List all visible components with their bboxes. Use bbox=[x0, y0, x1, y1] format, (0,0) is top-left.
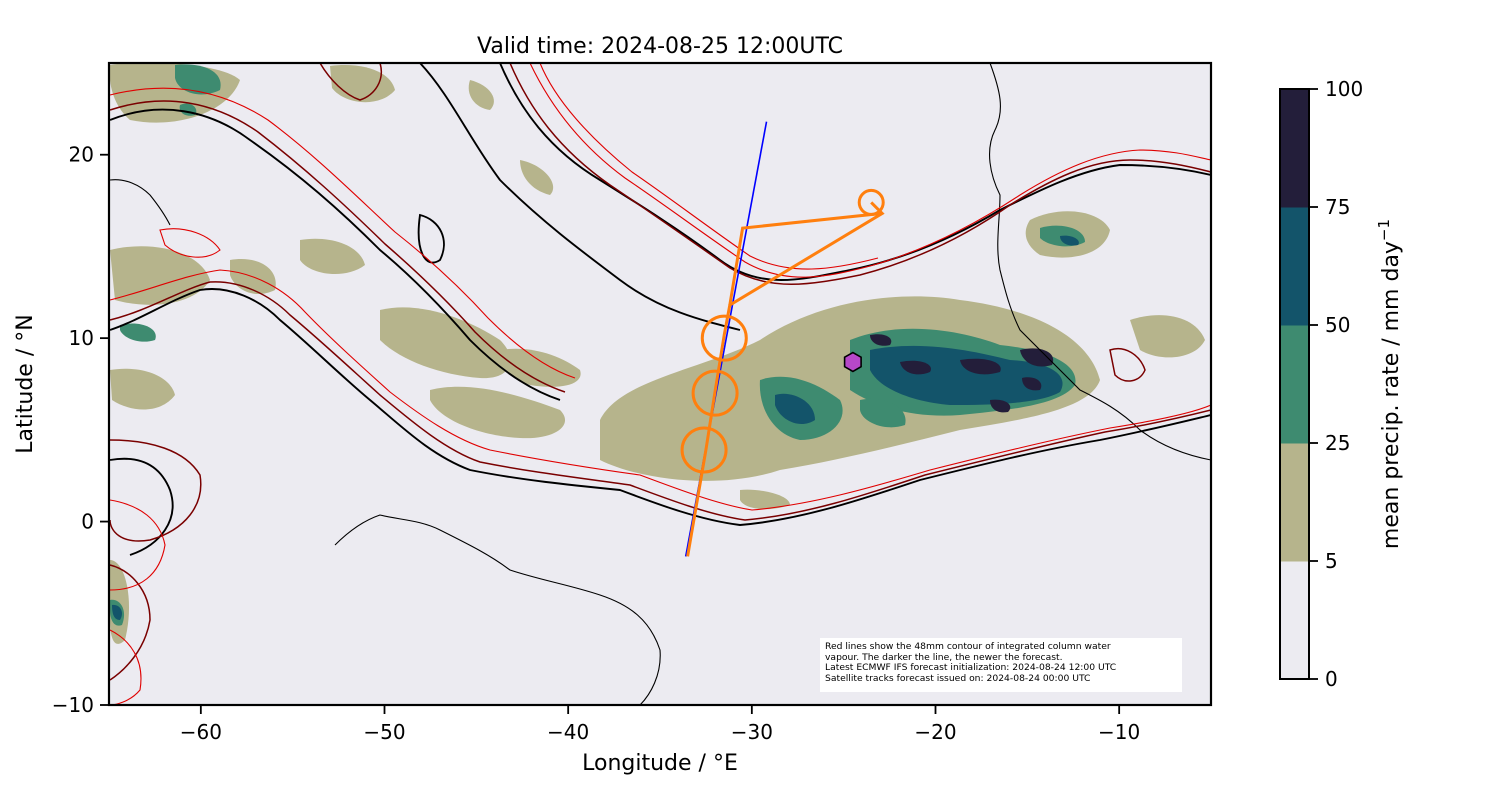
y-tick-label: −10 bbox=[52, 693, 94, 717]
colorbar-tick-label: 5 bbox=[1325, 549, 1338, 573]
colorbar-segment bbox=[1280, 443, 1309, 562]
coastlines bbox=[109, 63, 1211, 705]
flight-circle bbox=[857, 188, 885, 216]
y-tick-label: 10 bbox=[69, 326, 94, 350]
colorbar-tick-label: 100 bbox=[1325, 77, 1363, 101]
colorbar-tick-label: 75 bbox=[1325, 195, 1350, 219]
precipitation-field bbox=[109, 63, 1205, 644]
flight-circle bbox=[691, 369, 739, 417]
colorbar-segment bbox=[1280, 325, 1309, 444]
colorbar-frame bbox=[1279, 88, 1310, 680]
x-axis: −60 −50 −40 −30 −20 −10 bbox=[180, 705, 1140, 744]
flight-circle bbox=[700, 314, 748, 362]
map-frame bbox=[107, 61, 1213, 707]
colorbar-label: mean precip. rate / mm day−1 bbox=[1375, 219, 1404, 549]
colorbar: 0 5 25 50 75 100 bbox=[1279, 77, 1363, 691]
colorbar-segment bbox=[1280, 207, 1309, 326]
colorbar-segment bbox=[1280, 561, 1309, 680]
x-tick-label: −60 bbox=[180, 720, 222, 744]
x-tick-label: −20 bbox=[914, 720, 956, 744]
colorbar-label-text: mean precip. rate / mm day bbox=[1379, 241, 1404, 549]
x-tick-label: −10 bbox=[1098, 720, 1140, 744]
flight-circle bbox=[680, 426, 728, 474]
icwv-contour-oldest bbox=[109, 63, 1211, 705]
icwv-contour-recent bbox=[109, 63, 1211, 681]
colorbar-label-exponent: −1 bbox=[1375, 219, 1393, 241]
annotation-line-1: Red lines show the 48mm contour of integ… bbox=[825, 641, 1111, 652]
annotation-line-2: vapour. The darker the line, the newer t… bbox=[825, 651, 1063, 663]
x-tick-label: −50 bbox=[363, 720, 405, 744]
annotation-box: Red lines show the 48mm contour of integ… bbox=[820, 638, 1182, 692]
y-axis: 20 10 0 −10 bbox=[52, 143, 109, 717]
station-marker bbox=[843, 351, 862, 373]
colorbar-tick-label: 0 bbox=[1325, 667, 1338, 691]
y-axis-label: Latitude / °N bbox=[13, 314, 38, 453]
colorbar-tick-label: 50 bbox=[1325, 313, 1350, 337]
x-tick-label: −40 bbox=[547, 720, 589, 744]
annotation-line-3: Latest ECMWF IFS forecast initialization… bbox=[825, 662, 1117, 674]
flight-track-upper-leg bbox=[728, 211, 883, 306]
colorbar-tick-label: 25 bbox=[1325, 431, 1350, 455]
map-area bbox=[109, 63, 1211, 705]
x-axis-label: Longitude / °E bbox=[582, 751, 738, 776]
x-tick-label: −30 bbox=[731, 720, 773, 744]
annotation-line-4: Satellite tracks forecast issued on: 202… bbox=[825, 672, 1091, 684]
flight-circles bbox=[680, 188, 885, 474]
icwv-contour-newest bbox=[109, 63, 1211, 556]
map-title: Valid time: 2024-08-25 12:00UTC bbox=[477, 34, 843, 59]
y-tick-label: 0 bbox=[81, 510, 94, 534]
y-tick-label: 20 bbox=[69, 143, 94, 167]
colorbar-segment bbox=[1280, 89, 1309, 208]
